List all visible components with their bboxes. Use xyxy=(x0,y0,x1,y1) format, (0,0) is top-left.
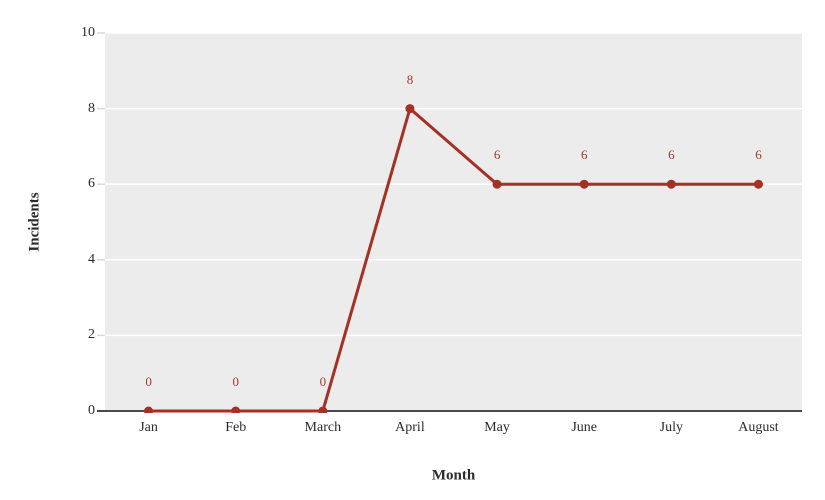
data-point-marker xyxy=(492,179,502,189)
data-point-label: 0 xyxy=(319,374,327,389)
data-point-marker xyxy=(318,406,328,413)
series-line xyxy=(148,105,759,413)
data-point-label: 0 xyxy=(232,374,239,389)
x-tick-label: July xyxy=(659,420,683,435)
y-tick-label: 8 xyxy=(88,100,95,116)
x-tick-label: April xyxy=(395,420,425,435)
data-point-label: 6 xyxy=(493,147,501,163)
x-tick-label: Feb xyxy=(225,420,247,435)
data-point-marker xyxy=(579,179,589,189)
y-axis-title: Incidents xyxy=(26,192,43,252)
y-tick-label: 6 xyxy=(88,176,95,192)
y-tick-label: 4 xyxy=(88,251,95,267)
x-tick-label: June xyxy=(571,420,598,435)
x-axis-title: Month xyxy=(431,467,476,484)
data-point-label: 8 xyxy=(406,71,414,87)
x-tick-label: August xyxy=(738,420,779,435)
x-tick-label: Jan xyxy=(139,420,158,435)
data-point-label: 6 xyxy=(755,147,762,163)
y-tick-label: 0 xyxy=(88,403,95,418)
y-tick-label: 10 xyxy=(81,25,95,40)
data-point-marker xyxy=(666,179,676,189)
data-point-marker xyxy=(753,179,763,189)
x-tick-label: May xyxy=(484,420,510,435)
data-point-marker xyxy=(144,406,154,413)
data-point-marker xyxy=(231,406,241,413)
series-group xyxy=(144,104,763,413)
data-point-label: 6 xyxy=(580,147,588,163)
plot-area xyxy=(105,33,802,411)
data-point-label: 6 xyxy=(668,147,675,163)
x-tick-label: March xyxy=(304,420,342,435)
data-point-marker xyxy=(405,104,415,114)
data-point-label: 0 xyxy=(145,374,152,389)
y-tick-label: 2 xyxy=(88,327,95,343)
